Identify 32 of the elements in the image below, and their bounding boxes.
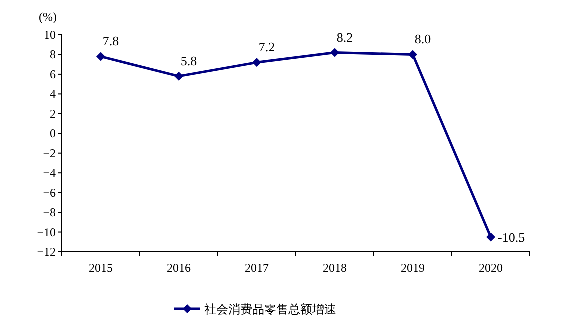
y-tick-label: 4	[50, 87, 56, 102]
text: 7.8	[102, 34, 120, 49]
y-tick-label: 6	[50, 67, 56, 82]
y-tick-label: 8	[50, 48, 56, 62]
y-tick-label: −2	[43, 146, 56, 160]
point	[486, 232, 496, 242]
x-tick-label: 2019	[401, 261, 425, 275]
y-tick-label: −6	[43, 186, 56, 200]
x-tick-label: 2018	[323, 261, 347, 275]
x-tick-label: 2017	[245, 261, 269, 275]
y-axis-title: (%)	[39, 10, 57, 24]
y-tick-label: −10	[37, 225, 56, 240]
y-tick-label: 10	[44, 28, 56, 42]
text: 5.8	[180, 53, 198, 68]
x-tick-label: 2015	[89, 261, 113, 275]
text: 8.2	[336, 30, 354, 45]
text: 7.2	[258, 40, 276, 55]
point	[408, 50, 418, 60]
y-tick-label: −12	[37, 245, 56, 259]
point	[252, 58, 262, 68]
point	[96, 52, 106, 62]
y-tick-label: −4	[43, 166, 56, 180]
point	[330, 48, 340, 58]
x-tick-label: 2016	[167, 261, 191, 275]
legend-label: 社会消费品零售总额增速	[204, 302, 336, 316]
y-tick-label: 2	[50, 106, 56, 121]
y-tick-label: 0	[50, 126, 56, 141]
y-tick-label: −8	[43, 206, 56, 220]
x-tick-label: 2020	[479, 261, 503, 275]
text: 8.0	[414, 32, 432, 47]
text: -10.5	[498, 230, 526, 246]
point	[174, 72, 184, 81]
